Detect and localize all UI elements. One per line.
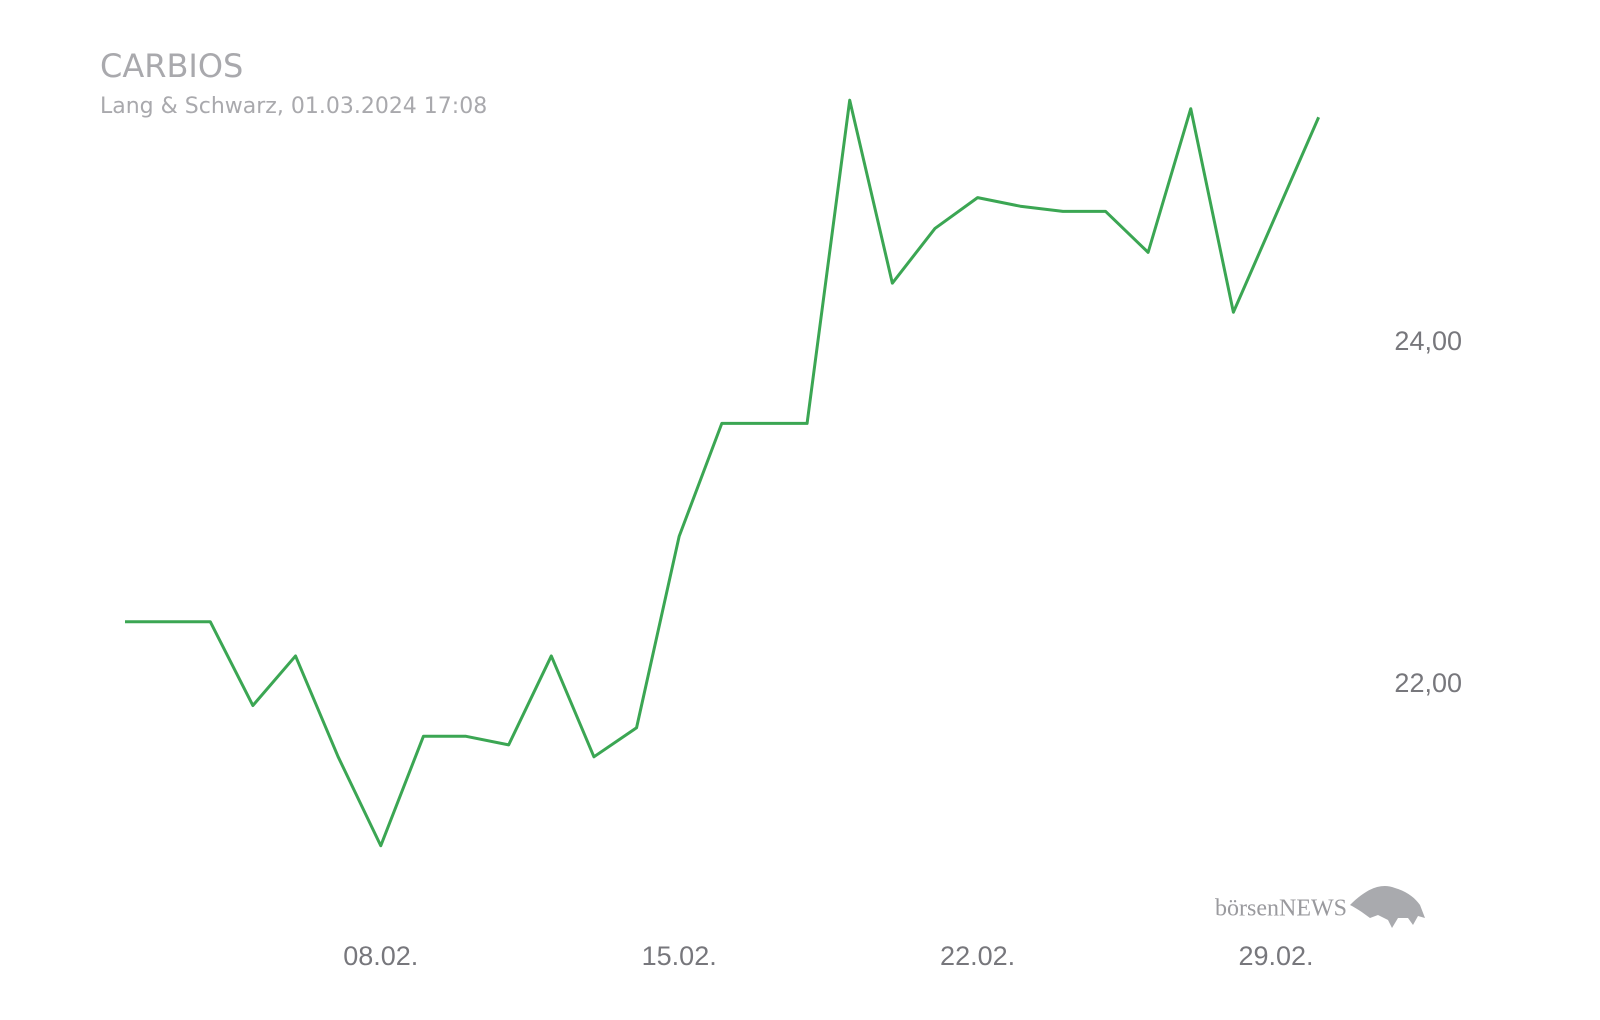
watermark: börsenNEWS [1215, 896, 1347, 922]
y-tick-label: 22,00 [1394, 668, 1462, 698]
x-tick-label: 08.02. [343, 941, 418, 971]
chart-subtitle: Lang & Schwarz, 01.03.2024 17:08 [100, 94, 487, 119]
x-tick-label: 15.02. [642, 941, 717, 971]
watermark-logo [1350, 885, 1425, 928]
x-tick-label: 29.02. [1238, 941, 1313, 971]
x-tick-label: 22.02. [940, 941, 1015, 971]
chart-title: CARBIOS [100, 47, 243, 85]
line-series [125, 98, 1321, 848]
y-tick-label: 24,00 [1394, 326, 1462, 356]
